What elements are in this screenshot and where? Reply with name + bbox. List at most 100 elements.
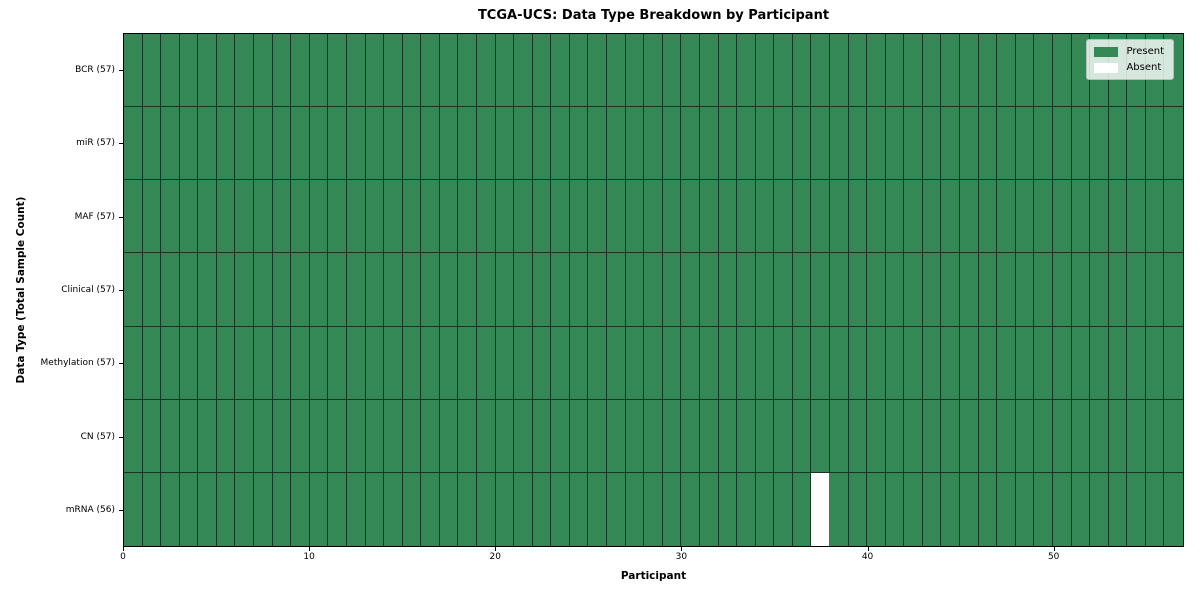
heatmap-cell <box>607 180 626 254</box>
heatmap-cell <box>644 326 663 400</box>
heatmap-cell <box>551 107 570 181</box>
heatmap-cell <box>1127 326 1146 400</box>
heatmap-cell <box>569 399 589 473</box>
heatmap-cell <box>365 107 385 181</box>
heatmap-cell <box>1015 326 1035 400</box>
heatmap-cell <box>681 472 700 546</box>
heatmap-cell <box>848 253 868 327</box>
y-tick-mark <box>119 510 123 512</box>
heatmap-cell <box>272 180 292 254</box>
heatmap-cell <box>718 326 738 400</box>
heatmap-cell <box>792 326 812 400</box>
heatmap-cell <box>811 253 830 327</box>
heatmap-cell <box>588 253 608 327</box>
heatmap-cell <box>625 472 645 546</box>
x-tick-mark <box>1053 547 1055 551</box>
heatmap-cell <box>662 326 682 400</box>
heatmap-cell <box>922 107 942 181</box>
heatmap-cell <box>1015 107 1035 181</box>
heatmap-cell <box>922 326 942 400</box>
heatmap-cell <box>792 399 812 473</box>
heatmap-cell <box>309 180 329 254</box>
heatmap-cell <box>551 326 570 400</box>
heatmap-cell <box>254 34 273 108</box>
heatmap-cell <box>885 326 905 400</box>
heatmap-cell <box>551 34 570 108</box>
heatmap-cell <box>699 326 719 400</box>
heatmap-cell <box>829 107 849 181</box>
heatmap-cell <box>774 472 793 546</box>
heatmap-cell <box>235 326 255 400</box>
heatmap-cell <box>272 34 292 108</box>
heatmap-cell <box>792 107 812 181</box>
heatmap-cell <box>495 399 515 473</box>
heatmap-cell <box>737 34 756 108</box>
heatmap-cell <box>495 180 515 254</box>
heatmap-cell <box>272 253 292 327</box>
heatmap-cell <box>885 472 905 546</box>
heatmap-cell <box>439 399 459 473</box>
heatmap-cell <box>662 180 682 254</box>
heatmap-cell <box>198 180 217 254</box>
heatmap-cell <box>1108 253 1128 327</box>
heatmap-cell <box>1145 326 1165 400</box>
heatmap-cell <box>737 326 756 400</box>
heatmap-cell <box>960 253 979 327</box>
heatmap-cell <box>922 180 942 254</box>
heatmap-cell <box>774 180 793 254</box>
heatmap-cell <box>867 326 886 400</box>
heatmap-cell <box>588 180 608 254</box>
heatmap-cell <box>941 107 961 181</box>
heatmap-cell <box>495 326 515 400</box>
heatmap-cell <box>384 326 403 400</box>
heatmap-cell <box>941 399 961 473</box>
heatmap-grid <box>124 34 1183 546</box>
heatmap-cell <box>997 180 1016 254</box>
y-tick-label: mRNA (56) <box>65 505 115 516</box>
heatmap-cell <box>439 180 459 254</box>
heatmap-cell <box>328 253 347 327</box>
heatmap-cell <box>1015 180 1035 254</box>
heatmap-cell <box>384 472 403 546</box>
heatmap-cell <box>792 34 812 108</box>
x-tick-label: 20 <box>489 552 501 562</box>
heatmap-cell <box>681 107 700 181</box>
heatmap-cell <box>1052 34 1072 108</box>
legend-entry-present: Present <box>1094 46 1164 57</box>
heatmap-cell <box>811 472 830 546</box>
heatmap-cell <box>1164 472 1183 546</box>
heatmap-cell <box>291 34 310 108</box>
heatmap-cell <box>625 326 645 400</box>
heatmap-cell <box>644 107 663 181</box>
heatmap-cell <box>124 326 143 400</box>
heatmap-cell <box>421 472 440 546</box>
heatmap-cell <box>997 472 1016 546</box>
heatmap-cell <box>216 253 236 327</box>
heatmap-cell <box>904 107 923 181</box>
heatmap-cell <box>1034 34 1053 108</box>
heatmap-cell <box>198 399 217 473</box>
heatmap-cell <box>179 472 199 546</box>
heatmap-cell <box>514 107 533 181</box>
heatmap-cell <box>495 472 515 546</box>
heatmap-cell <box>365 180 385 254</box>
heatmap-cell <box>254 107 273 181</box>
heatmap-cell <box>254 326 273 400</box>
x-tick-label: 30 <box>675 552 688 562</box>
heatmap-cell <box>1034 326 1053 400</box>
heatmap-cell <box>421 326 440 400</box>
heatmap-cell <box>421 34 440 108</box>
x-tick-label: 40 <box>861 552 874 562</box>
heatmap-cell <box>625 399 645 473</box>
heatmap-cell <box>551 399 570 473</box>
heatmap-cell <box>328 107 347 181</box>
heatmap-cell <box>161 107 180 181</box>
heatmap-cell <box>978 399 998 473</box>
heatmap-cell <box>1090 472 1109 546</box>
heatmap-cell <box>532 326 552 400</box>
x-tick-mark <box>867 547 869 551</box>
heatmap-cell <box>1071 107 1091 181</box>
heatmap-cell <box>476 326 496 400</box>
heatmap-cell <box>402 326 422 400</box>
